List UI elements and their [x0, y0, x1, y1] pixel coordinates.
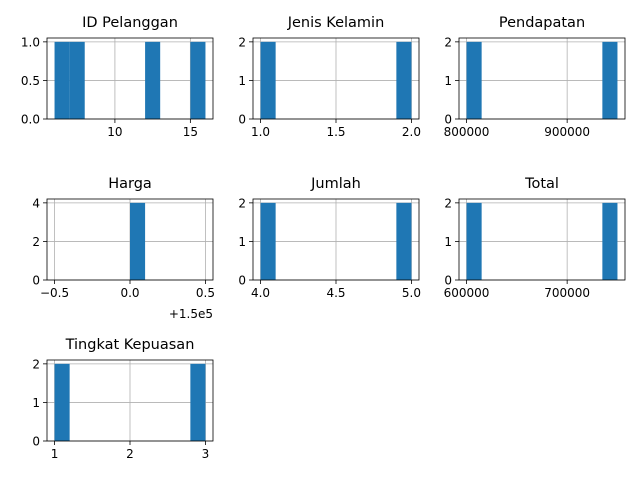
y-tick-label: 2 [32, 235, 40, 249]
subplot-6: 600000 700000 0 1 2 Total [444, 176, 626, 300]
x-tick-label: 4.5 [326, 286, 345, 300]
x-tick-label: 3 [202, 447, 210, 461]
histogram-bar [602, 202, 618, 280]
y-tick-label: 0 [32, 435, 40, 449]
x-tick-label: 1.5 [326, 125, 345, 139]
y-tick-label: 1 [444, 235, 452, 249]
histogram-bar [396, 202, 412, 280]
y-tick-label: 2 [444, 35, 452, 49]
y-tick-label: 2 [238, 196, 246, 210]
y-tick-label: 0 [444, 274, 452, 288]
histogram-bar [190, 363, 206, 441]
x-tick-label: 15 [183, 125, 198, 139]
histogram-bar [466, 41, 482, 119]
histogram-bar [602, 41, 618, 119]
x-tick-label: 0.0 [120, 286, 139, 300]
axes-frame [46, 37, 214, 120]
subplot-title: Pendapatan [499, 15, 585, 31]
histogram-bar [54, 363, 70, 441]
histogram-bar [145, 41, 161, 119]
y-tick-label: 2 [444, 196, 452, 210]
y-tick-label: 0.0 [21, 113, 40, 127]
subplot-title: Harga [108, 176, 152, 192]
x-tick-label: 4.0 [251, 286, 270, 300]
x-tick-label: 5.0 [402, 286, 421, 300]
subplot-title: ID Pelanggan [82, 15, 178, 31]
x-tick-label: 900000 [544, 125, 590, 139]
subplot-title: Jenis Kelamin [287, 15, 385, 31]
subplot-4: −0.5 0.0 0.5 0 2 4 Harga +1.5e5 [32, 176, 215, 321]
subplot-3: 800000 900000 0 1 2 Pendapatan [444, 15, 626, 139]
x-tick-label: 2.0 [402, 125, 421, 139]
x-tick-label: 1 [51, 447, 59, 461]
histogram-bar [260, 41, 276, 119]
histogram-bar [190, 41, 206, 119]
histogram-bar [396, 41, 412, 119]
y-tick-label: 1 [238, 74, 246, 88]
histogram-bar [466, 202, 482, 280]
subplot-title: Tingkat Kepuasan [65, 337, 195, 353]
y-tick-label: 0 [238, 113, 246, 127]
y-tick-label: 1.0 [21, 35, 40, 49]
y-tick-label: 0.5 [21, 74, 40, 88]
subplot-title: Total [524, 176, 559, 192]
x-offset-label: +1.5e5 [169, 307, 213, 321]
histogram-bar [69, 41, 85, 119]
x-tick-label: 0.5 [196, 286, 215, 300]
y-tick-label: 0 [32, 274, 40, 288]
x-tick-label: 1.0 [251, 125, 270, 139]
x-tick-label: 10 [107, 125, 122, 139]
x-tick-label: −0.5 [40, 286, 69, 300]
x-tick-label: 2 [126, 447, 134, 461]
y-tick-label: 1 [444, 74, 452, 88]
histogram-bar [54, 41, 70, 119]
y-tick-label: 1 [32, 396, 40, 410]
subplot-1: 10 15 0.0 0.5 1.0 ID Pelanggan [21, 15, 214, 139]
x-tick-label: 600000 [444, 286, 490, 300]
axes-frame [458, 198, 626, 281]
axes-frame [458, 37, 626, 120]
histogram-bar [260, 202, 276, 280]
subplot-title: Jumlah [310, 176, 361, 192]
subplot-5: 4.0 4.5 5.0 0 1 2 Jumlah [238, 176, 421, 300]
y-tick-label: 0 [238, 274, 246, 288]
y-tick-label: 0 [444, 113, 452, 127]
x-tick-label: 800000 [444, 125, 490, 139]
y-tick-label: 2 [238, 35, 246, 49]
y-tick-label: 1 [238, 235, 246, 249]
subplot-2: 1.0 1.5 2.0 0 1 2 Jenis Kelamin [238, 15, 421, 139]
x-tick-label: 700000 [544, 286, 590, 300]
y-tick-label: 4 [32, 196, 40, 210]
histogram-bar [130, 202, 146, 280]
y-tick-label: 2 [32, 357, 40, 371]
